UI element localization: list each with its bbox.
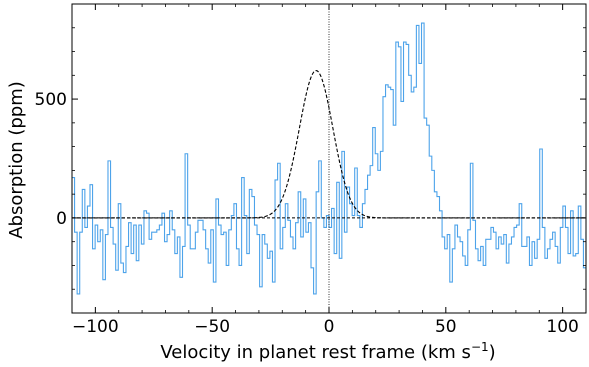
x-axis-title-end: ): [489, 342, 496, 363]
x-tick-label: 50: [435, 317, 457, 337]
y-tick-label: 500: [35, 90, 67, 110]
plot-contents: [72, 4, 586, 313]
plot-area: [72, 4, 586, 313]
x-tick-label: 0: [324, 317, 335, 337]
x-tick-label: 100: [546, 317, 578, 337]
gaussian-fit-line: [72, 69, 586, 219]
axes: −100 −50 0 50 100 0 500: [35, 3, 587, 337]
x-tick-label: −50: [194, 317, 230, 337]
x-axis-title-superscript: −1: [471, 340, 489, 354]
x-tick-label: −100: [72, 317, 119, 337]
spectrum-series-line: [72, 22, 586, 295]
y-tick-label: 0: [56, 209, 67, 229]
y-axis-title: Absorption (ppm): [6, 81, 27, 239]
x-axis-title: Velocity in planet rest frame (km s−1): [160, 340, 495, 363]
x-axis-title-main: Velocity in planet rest frame (km s: [160, 342, 471, 363]
